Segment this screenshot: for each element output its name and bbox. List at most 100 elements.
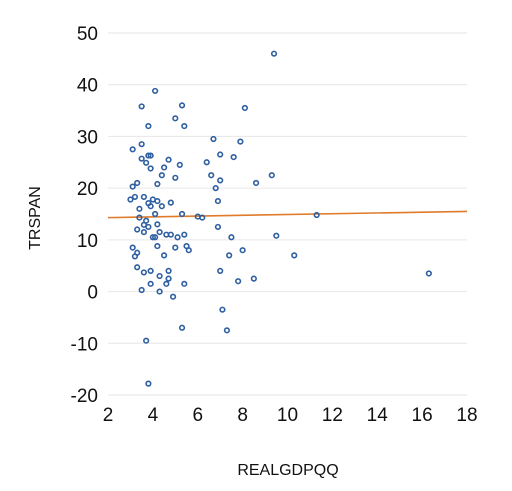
data-point xyxy=(268,172,275,179)
data-point xyxy=(147,165,154,172)
data-point xyxy=(149,234,156,241)
data-point xyxy=(226,252,233,259)
data-point xyxy=(147,280,154,287)
data-point xyxy=(138,103,145,110)
data-point xyxy=(163,280,170,287)
data-point xyxy=(425,270,432,277)
data-point xyxy=(160,252,168,259)
data-point xyxy=(136,214,143,221)
data-point xyxy=(134,179,141,187)
data-point xyxy=(228,234,235,241)
data-point xyxy=(152,87,159,95)
data-point xyxy=(138,286,145,294)
data-point xyxy=(214,197,222,205)
data-point xyxy=(230,154,237,161)
data-point xyxy=(214,223,222,231)
gridlines xyxy=(108,32,467,396)
y-tick-label: 40 xyxy=(77,76,98,97)
data-point xyxy=(136,205,143,212)
x-tick-label: 4 xyxy=(148,405,159,426)
data-point xyxy=(143,337,150,344)
data-point xyxy=(237,138,244,145)
data-point xyxy=(208,172,215,179)
data-point xyxy=(134,264,141,271)
data-point xyxy=(178,210,186,218)
data-point xyxy=(145,223,152,231)
data-point xyxy=(165,267,172,274)
data-point xyxy=(143,217,150,224)
y-tick-label: -10 xyxy=(71,334,98,355)
data-point xyxy=(270,50,278,57)
x-tick-label: 16 xyxy=(412,405,433,426)
data-point xyxy=(235,278,242,285)
x-tick-label: 14 xyxy=(367,405,389,426)
data-point xyxy=(140,229,147,236)
y-tick-label: 50 xyxy=(77,24,98,45)
x-tick-label: 2 xyxy=(103,405,114,426)
data-point xyxy=(217,151,224,158)
x-tick-label: 8 xyxy=(237,405,248,426)
data-point xyxy=(145,122,152,130)
data-point xyxy=(138,141,145,148)
points-layer xyxy=(127,50,432,387)
data-point xyxy=(140,193,147,201)
y-tick-label: -20 xyxy=(71,386,98,407)
data-point xyxy=(219,306,226,313)
data-point xyxy=(313,211,320,219)
data-point xyxy=(134,249,141,256)
data-point xyxy=(147,203,154,210)
data-point xyxy=(223,327,231,334)
data-point xyxy=(145,152,152,159)
y-tick-label: 30 xyxy=(77,127,98,148)
data-point xyxy=(147,152,154,159)
data-point xyxy=(143,159,150,166)
data-point xyxy=(203,159,210,166)
data-point xyxy=(158,203,165,210)
data-point xyxy=(176,161,183,168)
data-point xyxy=(156,229,163,236)
data-point xyxy=(210,135,217,143)
data-point xyxy=(199,214,206,221)
data-point xyxy=(178,324,186,331)
data-point xyxy=(165,275,172,282)
data-point xyxy=(172,174,179,181)
y-tick-label: 20 xyxy=(77,179,98,200)
data-point xyxy=(172,244,179,251)
data-point xyxy=(154,221,161,228)
data-point xyxy=(165,156,172,163)
data-point xyxy=(172,115,179,122)
data-point xyxy=(156,272,163,280)
x-tick-label: 6 xyxy=(192,405,203,426)
data-point xyxy=(129,183,136,190)
data-point xyxy=(145,380,152,387)
data-point xyxy=(140,269,147,276)
data-point xyxy=(167,199,174,206)
data-point xyxy=(241,104,248,112)
data-point xyxy=(131,193,139,201)
y-tick-label: 10 xyxy=(77,231,98,252)
data-point xyxy=(156,288,163,295)
data-point xyxy=(134,226,141,233)
x-tick-label: 12 xyxy=(322,405,343,426)
data-point xyxy=(239,247,246,254)
data-point xyxy=(181,231,188,238)
data-point xyxy=(181,122,188,130)
y-axis-title: TRSPAN xyxy=(27,186,44,250)
x-axis-title: REALGDPQQ xyxy=(237,462,338,479)
data-point xyxy=(217,267,224,274)
data-point xyxy=(181,280,188,287)
data-point xyxy=(291,252,298,259)
data-point xyxy=(178,102,186,109)
y-tick-labels: -20 -10 0 10 20 30 40 50 xyxy=(71,24,98,407)
data-point xyxy=(273,232,280,239)
y-tick-label: 0 xyxy=(87,283,98,304)
data-point xyxy=(152,234,159,241)
data-point xyxy=(160,164,168,171)
data-point xyxy=(154,197,161,205)
x-tick-labels: 2 4 6 8 10 12 14 16 18 xyxy=(103,405,478,426)
data-point xyxy=(185,247,192,254)
data-point xyxy=(167,231,174,238)
data-point xyxy=(127,196,134,203)
data-point xyxy=(154,180,161,188)
